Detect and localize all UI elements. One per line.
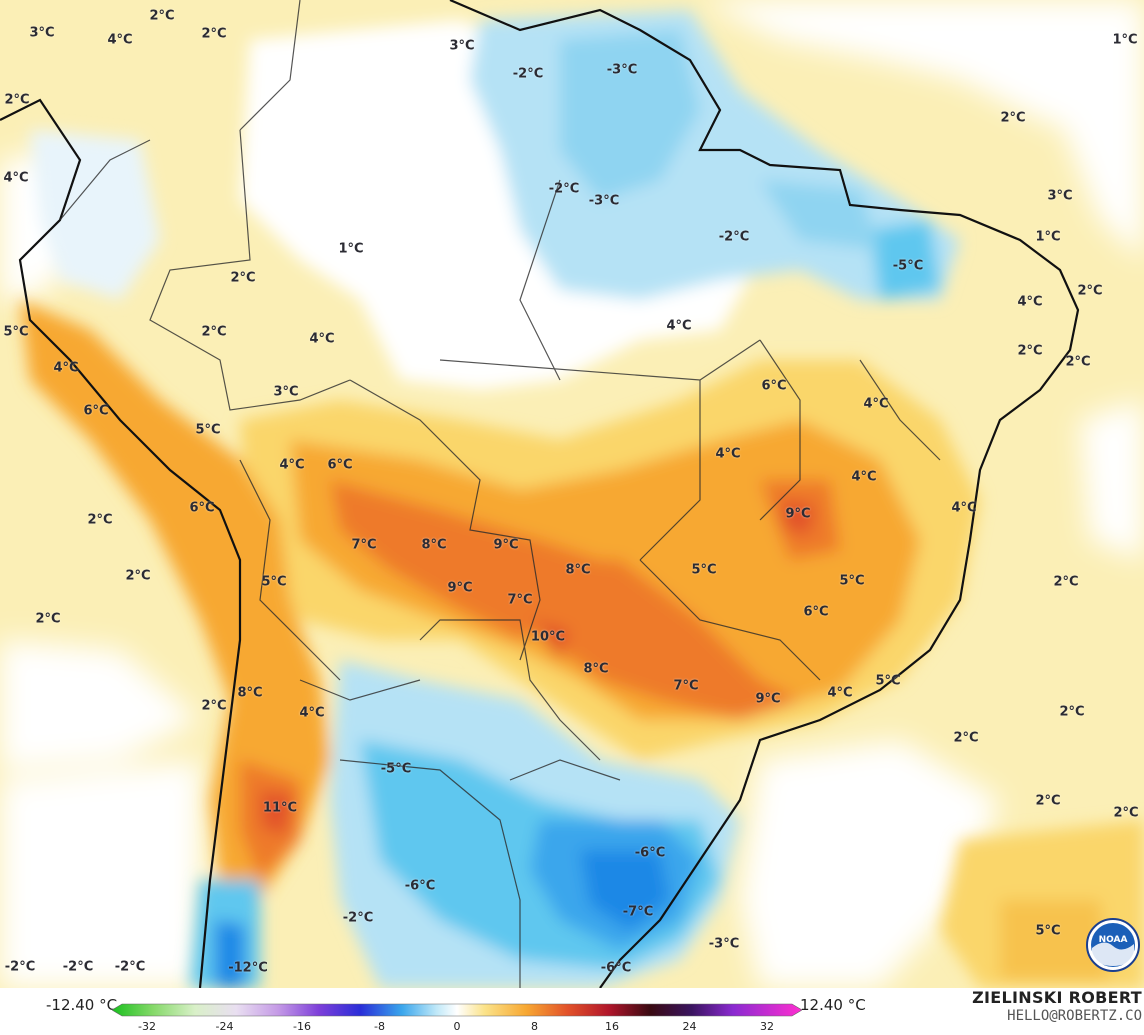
svg-text:NOAA: NOAA bbox=[1099, 935, 1128, 945]
legend-tick-label: -24 bbox=[215, 1020, 234, 1033]
borders bbox=[59, 0, 941, 988]
author-credit: ZIELINSKI ROBERT bbox=[972, 988, 1142, 1007]
legend-tick-label: 32 bbox=[760, 1020, 774, 1033]
legend-tick-label: -16 bbox=[293, 1020, 311, 1033]
land-fields bbox=[20, 10, 1144, 988]
color-scale-bar bbox=[112, 1003, 802, 1017]
legend-tick-label: -32 bbox=[138, 1020, 156, 1033]
legend-tick-label: -8 bbox=[374, 1020, 385, 1033]
legend-tick-label: 24 bbox=[682, 1020, 697, 1033]
author-email: HELLO@ROBERTZ.CO bbox=[1007, 1008, 1142, 1024]
noaa-logo: NOAA bbox=[1086, 918, 1140, 972]
color-scale-legend: -12.40 °C bbox=[0, 988, 1144, 1035]
legend-tick-label: 0 bbox=[453, 1020, 461, 1033]
coastlines bbox=[0, 0, 1080, 988]
legend-tick-label: 16 bbox=[605, 1020, 619, 1033]
legend-tick-label: 8 bbox=[531, 1020, 538, 1033]
temperature-anomaly-map: 3°C 2°C 4°C 2°C 2°C 4°C 3°C -2°C -3°C 1°C 2°C 3°C 1°… bbox=[0, 0, 1144, 988]
map-canvas bbox=[0, 0, 1144, 988]
legend-max-value: 12.40 °C bbox=[800, 996, 866, 1014]
legend-min-value: -12.40 °C bbox=[46, 996, 118, 1014]
